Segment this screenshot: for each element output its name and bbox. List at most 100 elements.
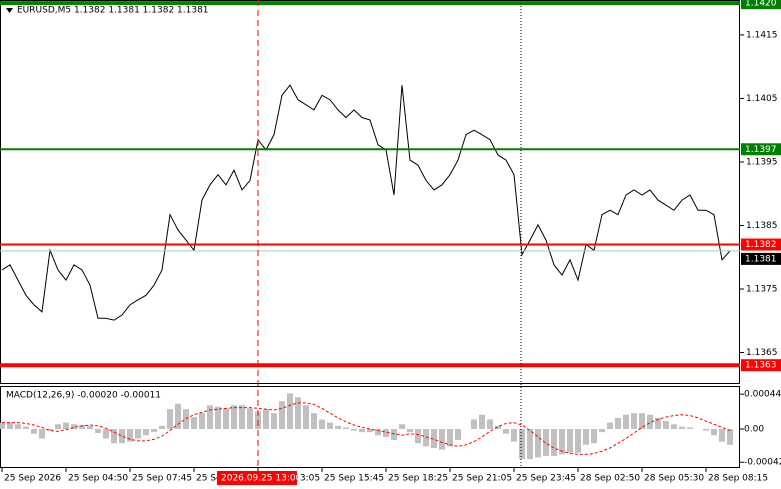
chart-title: EURUSD,M5 1.1382 1.1381 1.1382 1.1381 xyxy=(17,6,209,16)
current-price-box xyxy=(741,252,781,265)
macd-y-tick-label: -0.00042 xyxy=(744,458,781,468)
macd-bar xyxy=(583,428,589,445)
macd-bar xyxy=(687,427,693,429)
x-tick-label: 28 Sep 08:15 xyxy=(708,474,768,484)
cursor-label: 2026.09.25 13:00 xyxy=(221,474,302,484)
symbol-marker xyxy=(6,8,13,13)
macd-bar xyxy=(359,428,365,433)
macd-bar xyxy=(487,419,493,429)
macd-bar xyxy=(383,428,389,437)
macd-bar xyxy=(39,428,45,439)
macd-bar xyxy=(679,426,685,429)
macd-bar xyxy=(303,405,309,429)
macd-bar xyxy=(231,405,237,429)
macd-bar xyxy=(287,393,293,429)
macd-bar xyxy=(551,428,557,456)
macd-bar xyxy=(311,413,317,429)
macd-bar xyxy=(319,419,325,429)
macd-bar xyxy=(351,428,357,431)
macd-bar xyxy=(415,428,421,444)
level-label: 1.1397 xyxy=(745,145,777,155)
level-label: 1.1420 xyxy=(745,0,777,9)
macd-bar xyxy=(543,428,549,456)
macd-bar xyxy=(343,427,349,429)
macd-bar xyxy=(31,428,37,434)
macd-bar xyxy=(431,428,437,448)
macd-bar xyxy=(647,414,653,429)
x-tick-label: 25 Sep 15:45 xyxy=(324,474,384,484)
macd-bar xyxy=(271,413,277,429)
macd-bar xyxy=(423,428,429,447)
x-tick-label: 25 Sep 18:25 xyxy=(388,474,448,484)
macd-bar xyxy=(455,428,461,441)
macd-bar xyxy=(191,417,197,429)
macd-bar xyxy=(719,428,725,442)
macd-bar xyxy=(391,428,397,441)
cursor-label-box xyxy=(217,471,297,485)
macd-bar xyxy=(63,422,69,429)
macd-bar xyxy=(79,425,85,429)
macd-bar xyxy=(471,419,477,429)
macd-bar xyxy=(223,408,229,429)
x-tick-label: 28 Sep 05:30 xyxy=(644,474,704,484)
macd-bar xyxy=(575,428,581,453)
macd-bar xyxy=(703,428,709,431)
macd-bar xyxy=(559,428,565,455)
macd-bar xyxy=(135,428,141,439)
macd-bar xyxy=(0,422,5,429)
x-tick-label: 28 Sep 02:50 xyxy=(580,474,640,484)
macd-bar xyxy=(127,428,133,442)
level-label: 1.1382 xyxy=(745,240,777,250)
macd-bar xyxy=(655,417,661,429)
macd-bar xyxy=(263,409,269,429)
macd-bar xyxy=(495,425,501,429)
macd-bar xyxy=(511,428,517,442)
macd-bar xyxy=(407,428,413,433)
macd-bar xyxy=(47,428,53,431)
macd-bar xyxy=(607,422,613,429)
x-tick-label: 25 Sep 2026 xyxy=(4,474,61,484)
macd-bar xyxy=(615,417,621,429)
current-price-label: 1.1381 xyxy=(745,254,777,264)
y-tick-label: 1.1375 xyxy=(746,284,778,294)
x-tick-label: 25 Sep 23:45 xyxy=(516,474,576,484)
macd-bar xyxy=(367,428,373,433)
macd-bar xyxy=(239,405,245,429)
macd-bar xyxy=(439,428,445,450)
macd-bar xyxy=(727,428,733,445)
level-label-box xyxy=(741,143,781,156)
macd-bar xyxy=(639,413,645,429)
macd-bar xyxy=(23,426,29,429)
macd-y-tick-label: 0.00 xyxy=(744,424,764,434)
x-tick-label: 25 Sep 21:05 xyxy=(452,474,512,484)
x-tick-label: 25 Sep 07:45 xyxy=(132,474,192,484)
macd-bar xyxy=(671,424,677,429)
macd-bar xyxy=(7,422,13,429)
macd-bar xyxy=(591,428,597,444)
macd-bar xyxy=(663,421,669,429)
macd-bar xyxy=(375,428,381,436)
macd-bar xyxy=(519,428,525,460)
macd-bar xyxy=(599,428,605,433)
macd-bar xyxy=(399,424,405,429)
x-tick-label: 25 Sep 04:50 xyxy=(68,474,128,484)
macd-bar xyxy=(527,428,533,460)
price-panel xyxy=(0,0,740,384)
macd-bar xyxy=(15,424,21,429)
level-label-box xyxy=(741,359,781,372)
macd-bar xyxy=(279,401,285,429)
level-label-box xyxy=(741,238,781,251)
macd-bar xyxy=(623,414,629,429)
macd-bar xyxy=(711,428,717,436)
macd-title: MACD(12,26,9) -0.00020 -0.00011 xyxy=(6,391,161,401)
macd-bar xyxy=(631,413,637,429)
macd-bar xyxy=(119,428,125,444)
price-line xyxy=(1,84,731,321)
macd-bar xyxy=(447,428,453,447)
macd-bar xyxy=(143,428,149,436)
macd-bar xyxy=(503,428,509,434)
macd-bar xyxy=(95,428,101,433)
y-tick-label: 1.1395 xyxy=(746,157,778,167)
level-label: 1.1363 xyxy=(745,361,777,371)
macd-bar xyxy=(567,428,573,453)
